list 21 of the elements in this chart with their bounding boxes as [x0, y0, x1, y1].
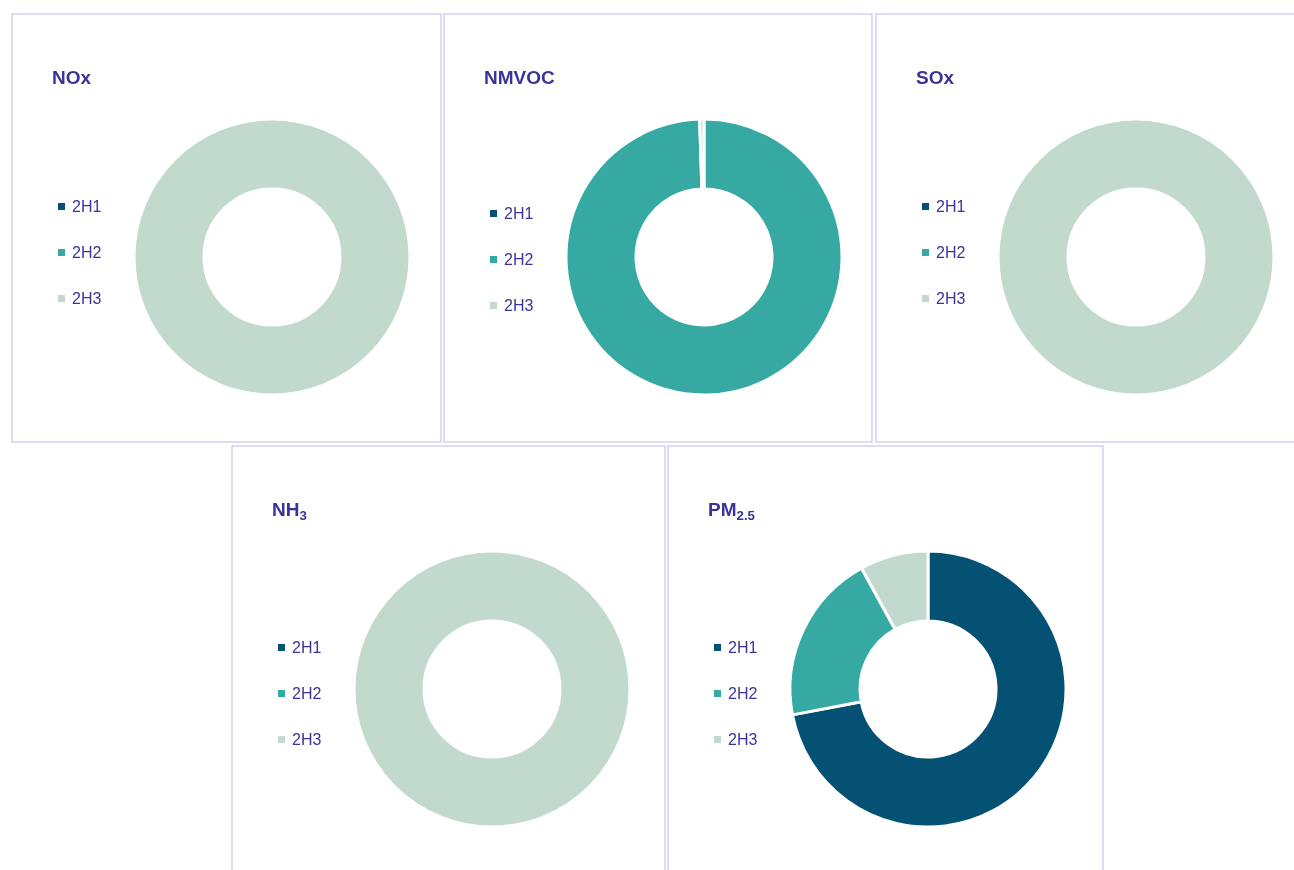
chart-title: SOx [916, 67, 955, 88]
legend-label: 2H3 [728, 731, 758, 748]
legend-label: 2H2 [504, 251, 534, 268]
legend-label: 2H1 [504, 205, 534, 222]
donut-slice [564, 117, 844, 397]
legend-label: 2H2 [728, 685, 758, 702]
legend-label: 2H2 [72, 244, 102, 261]
legend-label: 2H1 [72, 198, 102, 215]
legend-label: 2H3 [504, 297, 534, 314]
legend-label: 2H1 [292, 639, 322, 656]
chart-title: NOx [52, 67, 92, 88]
legend-label: 2H3 [936, 290, 966, 307]
legend-label: 2H3 [292, 731, 322, 748]
legend-label: 2H1 [936, 198, 966, 215]
legend-label: 2H2 [936, 244, 966, 261]
chart-title: NH$_{3}$ [272, 499, 307, 523]
legend-label: 2H1 [728, 639, 758, 656]
legend-label: 2H2 [292, 685, 322, 702]
chart-title: NMVOC [484, 67, 555, 88]
legend-label: 2H3 [72, 290, 102, 307]
chart-title: PM$_{2.5}$ [708, 499, 756, 523]
